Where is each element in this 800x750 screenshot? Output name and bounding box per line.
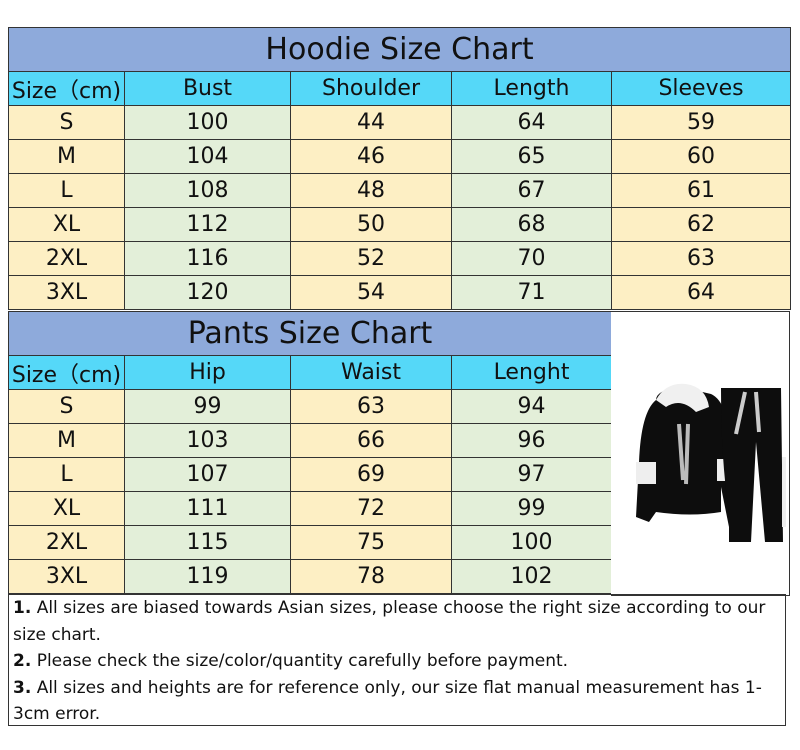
measurement-cell: 59 [610,105,792,140]
measurement-cell: 70 [451,241,612,276]
size-cell: M [8,139,125,174]
note-text: All sizes are biased towards Asian sizes… [13,598,766,645]
column-header: Waist [290,355,452,390]
measurement-cell: 46 [290,139,452,174]
measurement-cell: 50 [290,207,452,242]
column-header: Size（cm) [8,355,125,390]
measurement-cell: 75 [290,525,452,560]
hoodie-size-table: Hoodie Size Chart Size（cm) Bust Shoulder Len… [7,27,792,310]
pants-size-table: Pants Size Chart Size（cm) Hip Waist Lenght S 9… [7,311,613,594]
pants-chart-title: Pants Size Chart [7,311,613,356]
measurement-cell: 97 [450,457,613,492]
pants-title-row: Pants Size Chart [7,311,613,356]
size-cell: 3XL [8,275,125,310]
column-header: Lenght [450,355,613,390]
note-number: 2. [13,651,32,671]
notes-section: 1. All sizes are biased towards Asian si… [8,594,786,726]
size-cell: 2XL [8,241,125,276]
table-row: M 104 46 65 60 [8,139,792,174]
measurement-cell: 115 [124,525,291,560]
measurement-cell: 69 [290,457,452,492]
measurement-cell: 62 [610,207,792,242]
measurement-cell: 71 [451,275,612,310]
measurement-cell: 52 [290,241,452,276]
measurement-cell: 94 [450,389,613,424]
table-row: XL 112 50 68 62 [8,207,792,242]
note-item: 2. Please check the size/color/quantity … [13,648,785,675]
column-header: Sleeves [610,71,792,106]
measurement-cell: 78 [290,559,452,594]
size-cell: S [8,389,125,424]
column-header: Shoulder [290,71,452,106]
measurement-cell: 102 [450,559,613,594]
measurement-cell: 103 [124,423,291,458]
measurement-cell: 72 [290,491,452,526]
pants-illustration [721,388,786,542]
measurement-cell: 60 [610,139,792,174]
header-row: Size（cm) Bust Shoulder Length Sleeves [8,71,792,106]
size-cell: S [8,105,125,140]
measurement-cell: 64 [451,105,612,140]
column-header: Hip [124,355,291,390]
table-row: 3XL 119 78 102 [8,559,613,594]
measurement-cell: 44 [290,105,452,140]
measurement-cell: 99 [450,491,613,526]
table-row: XL 111 72 99 [8,491,613,526]
hoodie-title-row: Hoodie Size Chart [7,27,792,72]
hoodie-chart-title: Hoodie Size Chart [7,27,792,72]
table-row: S 99 63 94 [8,389,613,424]
measurement-cell: 48 [290,173,452,208]
measurement-cell: 66 [290,423,452,458]
note-text: All sizes and heights are for reference … [13,677,762,725]
measurement-cell: 119 [124,559,291,594]
header-row: Size（cm) Hip Waist Lenght [8,355,613,390]
note-number: 1. [13,598,32,618]
measurement-cell: 107 [124,457,291,492]
measurement-cell: 65 [451,139,612,174]
measurement-cell: 112 [124,207,291,242]
size-cell: L [8,457,125,492]
measurement-cell: 54 [290,275,452,310]
measurement-cell: 100 [124,105,291,140]
column-header: Length [451,71,612,106]
note-number: 3. [13,677,32,698]
measurement-cell: 99 [124,389,291,424]
measurement-cell: 104 [124,139,291,174]
table-row: 3XL 120 54 71 64 [8,275,792,310]
column-header: Bust [124,71,291,106]
measurement-cell: 116 [124,241,291,276]
size-cell: 3XL [8,559,125,594]
measurement-cell: 63 [290,389,452,424]
measurement-cell: 61 [610,173,792,208]
table-row: S 100 44 64 59 [8,105,792,140]
note-item: 3. All sizes and heights are for referen… [13,675,785,728]
table-row: 2XL 116 52 70 63 [8,241,792,276]
measurement-cell: 108 [124,173,291,208]
measurement-cell: 68 [451,207,612,242]
column-header: Size（cm) [8,71,125,106]
size-cell: XL [8,491,125,526]
size-cell: M [8,423,125,458]
measurement-cell: 67 [451,173,612,208]
note-item: 1. All sizes are biased towards Asian si… [13,595,785,648]
measurement-cell: 63 [610,241,792,276]
size-cell: 2XL [8,525,125,560]
measurement-cell: 111 [124,491,291,526]
table-row: L 108 48 67 61 [8,173,792,208]
measurement-cell: 64 [610,275,792,310]
measurement-cell: 96 [450,423,613,458]
size-cell: XL [8,207,125,242]
size-cell: L [8,173,125,208]
tracksuit-product-image [611,311,790,596]
table-row: M 103 66 96 [8,423,613,458]
note-text: Please check the size/color/quantity car… [36,651,569,671]
table-row: L 107 69 97 [8,457,613,492]
measurement-cell: 100 [450,525,613,560]
measurement-cell: 120 [124,275,291,310]
table-row: 2XL 115 75 100 [8,525,613,560]
